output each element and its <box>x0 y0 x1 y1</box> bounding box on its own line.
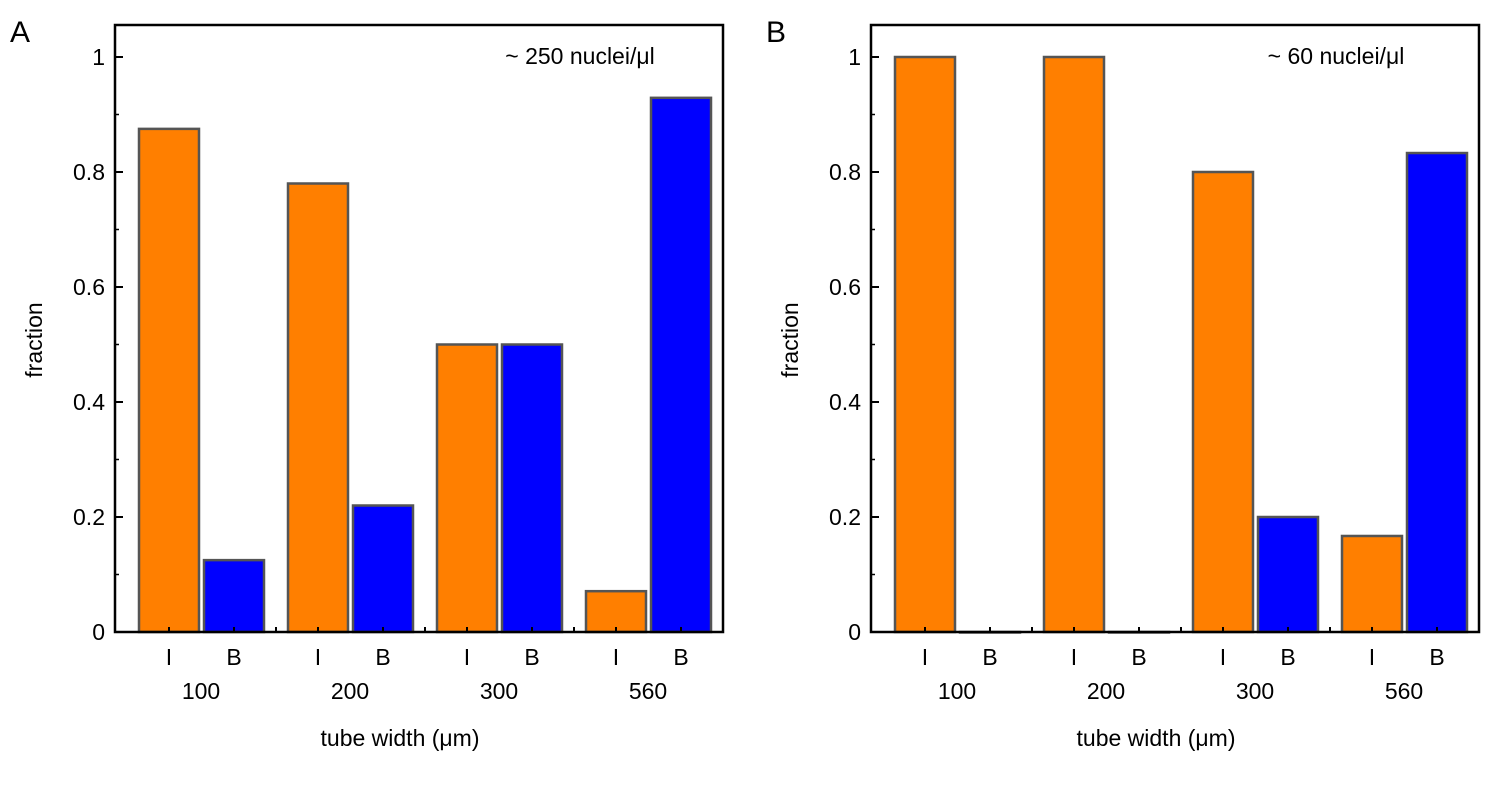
bar-b-300 <box>500 343 564 634</box>
subcategory-label: I <box>922 644 928 670</box>
panel-label: A <box>10 16 30 49</box>
subcategory-label: I <box>613 644 619 670</box>
category-label: 200 <box>1087 678 1125 704</box>
y-tick-label: 0.2 <box>73 504 105 530</box>
subcategory-label: I <box>315 644 321 670</box>
bar-b-560 <box>649 96 713 634</box>
subcategory-label: B <box>1280 644 1295 670</box>
y-axis-label: fraction <box>21 302 47 377</box>
subcategory-label: B <box>1429 644 1444 670</box>
bar-i-200 <box>286 182 350 634</box>
y-tick-label: 0.6 <box>829 274 861 300</box>
subcategory-label: I <box>1369 644 1375 670</box>
category-label: 100 <box>182 678 220 704</box>
subcategory-label: B <box>226 644 241 670</box>
bar-i-300 <box>1191 170 1255 634</box>
y-tick-label: 0.8 <box>829 159 861 185</box>
category-label: 300 <box>1236 678 1274 704</box>
bar-i-100 <box>893 55 957 634</box>
plot-frame <box>869 23 1481 634</box>
subcategory-label: I <box>1071 644 1077 670</box>
subcategory-label: I <box>1220 644 1226 670</box>
bar-i-100 <box>137 127 201 634</box>
bar-b-100 <box>202 558 266 634</box>
y-tick-label: 0.4 <box>829 389 861 415</box>
category-label: 300 <box>480 678 518 704</box>
y-tick-label: 0.8 <box>73 159 105 185</box>
subcategory-label: B <box>673 644 688 670</box>
panel-label: B <box>766 16 786 49</box>
category-label: 560 <box>629 678 667 704</box>
bar-i-300 <box>435 343 499 634</box>
y-axis-label: fraction <box>777 302 803 377</box>
x-axis-label: tube width (μm) <box>321 725 480 751</box>
y-tick-label: 0.4 <box>73 389 105 415</box>
subcategory-label: B <box>375 644 390 670</box>
subcategory-label: I <box>464 644 470 670</box>
bar-i-200 <box>1042 55 1106 634</box>
bar-b-300 <box>1256 515 1320 634</box>
y-tick-label: 1 <box>848 44 861 70</box>
annotation: ~ 250 nuclei/μl <box>505 43 654 69</box>
category-label: 100 <box>938 678 976 704</box>
subcategory-label: I <box>166 644 172 670</box>
subcategory-label: B <box>1131 644 1146 670</box>
subcategory-label: B <box>524 644 539 670</box>
category-label: 200 <box>331 678 369 704</box>
y-tick-label: 0.6 <box>73 274 105 300</box>
subcategory-label: B <box>982 644 997 670</box>
bar-i-560 <box>1340 534 1404 634</box>
plot-frame <box>113 23 725 634</box>
y-tick-label: 1 <box>92 44 105 70</box>
annotation: ~ 60 nuclei/μl <box>1268 43 1405 69</box>
y-tick-label: 0.2 <box>829 504 861 530</box>
y-tick-label: 0 <box>92 619 105 645</box>
bar-b-200 <box>351 504 415 634</box>
category-label: 560 <box>1385 678 1423 704</box>
bar-b-560 <box>1405 151 1469 634</box>
bar-i-560 <box>584 589 648 634</box>
y-tick-label: 0 <box>848 619 861 645</box>
x-axis-label: tube width (μm) <box>1077 725 1236 751</box>
